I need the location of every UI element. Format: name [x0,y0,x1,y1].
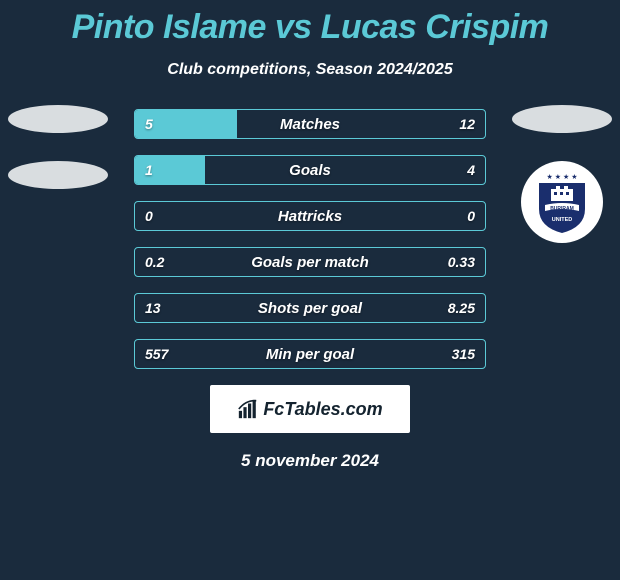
stat-bars: 5Matches12 1Goals4 0Hattricks0 0.2Goals per… [134,109,486,369]
stat-value-right: 315 [452,340,475,368]
fctables-logo: FcTables.com [210,385,410,433]
player-right-avatar-placeholder [512,105,612,133]
stats-comparison: ★ ★ ★ ★ BURIRAM UNITED 5Matches12 1Goals4… [0,109,620,369]
stat-label: Matches [135,110,485,138]
buriram-united-icon: ★ ★ ★ ★ BURIRAM UNITED [527,167,597,237]
page-title: Pinto Islame vs Lucas Crispim [0,0,620,47]
stat-row: 557Min per goal315 [134,339,486,369]
stat-row: 1Goals4 [134,155,486,185]
svg-text:UNITED: UNITED [552,217,573,223]
stat-label: Goals [135,156,485,184]
stat-value-right: 0.33 [448,248,475,276]
stat-row: 5Matches12 [134,109,486,139]
stat-value-right: 4 [467,156,475,184]
stat-row: 13Shots per goal8.25 [134,293,486,323]
subtitle: Club competitions, Season 2024/2025 [0,61,620,79]
player-right-club-badge: ★ ★ ★ ★ BURIRAM UNITED [521,161,603,243]
player-left-badges [8,105,108,255]
svg-text:★ ★ ★ ★: ★ ★ ★ ★ [547,173,578,181]
date-text: 5 november 2024 [0,451,620,471]
svg-text:BURIRAM: BURIRAM [550,206,574,212]
fctables-logo-text: FcTables.com [263,399,382,420]
stat-label: Hattricks [135,202,485,230]
player-left-club-placeholder [8,161,108,189]
stat-value-right: 8.25 [448,294,475,322]
chart-icon [237,398,259,420]
stat-row: 0Hattricks0 [134,201,486,231]
player-right-badges: ★ ★ ★ ★ BURIRAM UNITED [512,105,612,255]
stat-row: 0.2Goals per match0.33 [134,247,486,277]
stat-value-right: 0 [467,202,475,230]
stat-label: Shots per goal [135,294,485,322]
stat-label: Goals per match [135,248,485,276]
stat-label: Min per goal [135,340,485,368]
player-left-avatar-placeholder [8,105,108,133]
stat-value-right: 12 [459,110,475,138]
